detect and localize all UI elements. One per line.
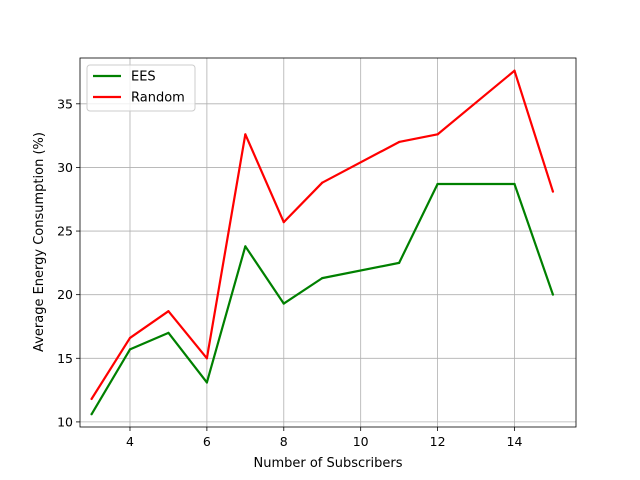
data-point-random [513, 69, 516, 72]
legend-label-random: Random [131, 91, 185, 106]
data-point-ees [551, 293, 555, 296]
x-tick-label: 8 [280, 434, 288, 449]
grid-lines [80, 58, 576, 427]
y-axis-label: Average Energy Consumption (%) [32, 132, 47, 352]
data-point-ees [436, 182, 439, 186]
data-point-random [321, 181, 324, 184]
data-point-random [398, 140, 401, 144]
series-layer [90, 69, 555, 416]
x-tick-label: 4 [126, 434, 134, 449]
data-point-ees [205, 381, 208, 384]
data-point-random [205, 357, 208, 360]
data-point-ees [90, 413, 93, 416]
y-axis: 10 15 20 25 30 35 [57, 96, 80, 429]
x-axis: 4 6 8 10 12 14 [126, 427, 522, 449]
y-tick-label: 15 [57, 351, 73, 366]
data-point-ees [321, 277, 324, 280]
plot-frame [79, 57, 577, 428]
plot-area [80, 58, 576, 427]
data-point-ees [513, 182, 516, 186]
data-point-random [282, 221, 285, 224]
data-point-random [90, 397, 93, 401]
data-point-ees [128, 348, 132, 351]
x-axis-label: Number of Subscribers [253, 456, 402, 471]
data-point-ees [244, 245, 247, 248]
data-point-ees [398, 261, 401, 264]
data-point-random [128, 336, 132, 340]
y-tick-label: 35 [57, 96, 73, 111]
x-tick-label: 6 [203, 434, 211, 449]
x-tick-label: 12 [430, 434, 446, 449]
legend: EES Random [86, 64, 196, 112]
data-point-ees [167, 331, 170, 334]
y-tick-label: 30 [57, 160, 73, 175]
y-tick-label: 20 [57, 287, 73, 302]
x-tick-label: 10 [353, 434, 369, 449]
data-point-random [167, 310, 170, 313]
legend-label-ees: EES [131, 70, 156, 85]
data-point-random [436, 133, 439, 136]
data-point-random [551, 190, 555, 193]
x-tick-label: 14 [507, 434, 523, 449]
data-point-ees [282, 302, 285, 305]
y-tick-label: 10 [57, 414, 73, 429]
data-point-random [244, 133, 247, 136]
y-tick-label: 25 [57, 224, 73, 239]
